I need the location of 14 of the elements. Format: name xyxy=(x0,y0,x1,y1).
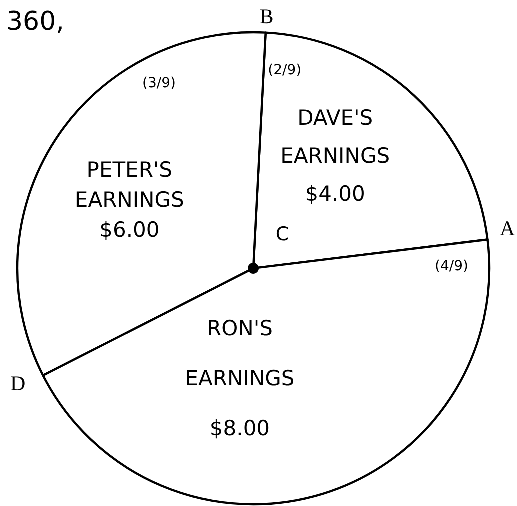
text: (4/9) xyxy=(435,258,468,274)
text: B xyxy=(260,4,274,28)
text: (2/9) xyxy=(268,62,302,78)
text: (3/9) xyxy=(142,75,176,92)
text: 360, xyxy=(6,7,64,37)
slice-label: PETER'S EARNINGS xyxy=(74,158,184,212)
text: A xyxy=(500,216,516,240)
text: C xyxy=(276,224,290,246)
category-label: RON'S EARNINGS xyxy=(185,316,295,391)
data-label: $6.00 xyxy=(100,218,160,242)
data-label: $4.00 xyxy=(305,182,366,206)
data-label: $8.00 xyxy=(210,416,270,441)
slice-label: DAVE'S EARNINGS xyxy=(280,106,390,168)
text: D xyxy=(10,371,26,396)
